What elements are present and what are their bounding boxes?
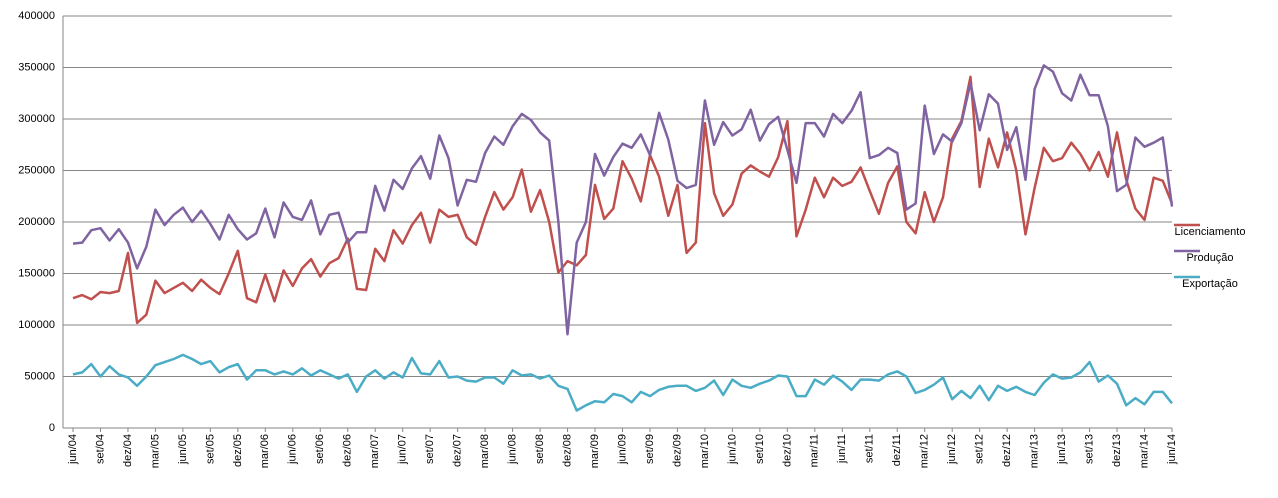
- y-tick-label: 250000: [18, 164, 55, 176]
- x-tick-label: dez/04: [122, 434, 134, 467]
- x-tick-label: mar/09: [589, 434, 601, 468]
- x-tick-label: dez/11: [891, 434, 903, 466]
- x-tick-label: jun/11: [836, 434, 848, 464]
- x-tick-label: dez/06: [342, 434, 354, 467]
- x-tick-label: set/05: [204, 434, 216, 464]
- series-line: [72, 75, 1174, 325]
- x-tick-label: set/04: [94, 434, 106, 464]
- legend-label: Produção: [1186, 252, 1233, 264]
- x-tick-label: mar/07: [369, 434, 381, 468]
- series-line: [72, 353, 1173, 412]
- y-tick-label: 350000: [18, 61, 55, 73]
- x-tick-label: mar/06: [259, 434, 271, 468]
- x-tick-label: dez/07: [452, 434, 464, 467]
- x-tick-label: dez/09: [671, 434, 683, 467]
- x-tick-label: set/13: [1083, 434, 1095, 464]
- legend-label: Licenciamento: [1175, 226, 1246, 238]
- legend-label: Exportação: [1182, 278, 1238, 290]
- x-tick-label: set/07: [424, 434, 436, 464]
- x-tick-label: jun/13: [1056, 434, 1068, 465]
- x-tick-label: set/08: [534, 434, 546, 464]
- x-tick-label: jun/06: [287, 434, 299, 465]
- x-tick-label: jun/07: [397, 434, 409, 465]
- series-line: [72, 64, 1174, 336]
- x-tick-label: jun/08: [507, 434, 519, 465]
- x-tick-label: jun/10: [726, 434, 738, 465]
- x-tick-label: dez/08: [561, 434, 573, 467]
- y-tick-label: 200000: [18, 216, 55, 228]
- x-tick-label: set/10: [754, 434, 766, 464]
- y-tick-label: 100000: [18, 319, 55, 331]
- y-tick-label: 400000: [18, 10, 55, 22]
- x-tick-label: dez/13: [1111, 434, 1123, 467]
- x-tick-label: mar/14: [1138, 434, 1150, 468]
- x-tick-label: jun/14: [1166, 434, 1178, 465]
- x-tick-label: mar/13: [1029, 434, 1041, 468]
- x-tick-label: jun/09: [616, 434, 628, 465]
- x-tick-label: jun/12: [946, 434, 958, 465]
- x-tick-label: set/09: [644, 434, 656, 464]
- x-tick-label: mar/05: [149, 434, 161, 468]
- x-tick-label: mar/12: [919, 434, 931, 468]
- x-tick-label: dez/12: [1001, 434, 1013, 467]
- x-tick-label: jun/04: [67, 434, 79, 465]
- x-tick-label: jun/05: [177, 434, 189, 465]
- y-tick-label: 0: [49, 422, 55, 434]
- x-tick-label: set/11: [864, 434, 876, 463]
- y-tick-label: 300000: [18, 113, 55, 125]
- x-tick-label: set/12: [974, 434, 986, 464]
- x-tick-label: dez/05: [232, 434, 244, 467]
- x-tick-label: set/06: [314, 434, 326, 464]
- y-tick-label: 50000: [24, 370, 55, 382]
- x-tick-label: mar/10: [699, 434, 711, 468]
- y-tick-label: 150000: [18, 267, 55, 279]
- x-tick-label: mar/11: [809, 434, 821, 467]
- x-tick-label: dez/10: [781, 434, 793, 467]
- x-tick-label: mar/08: [479, 434, 491, 468]
